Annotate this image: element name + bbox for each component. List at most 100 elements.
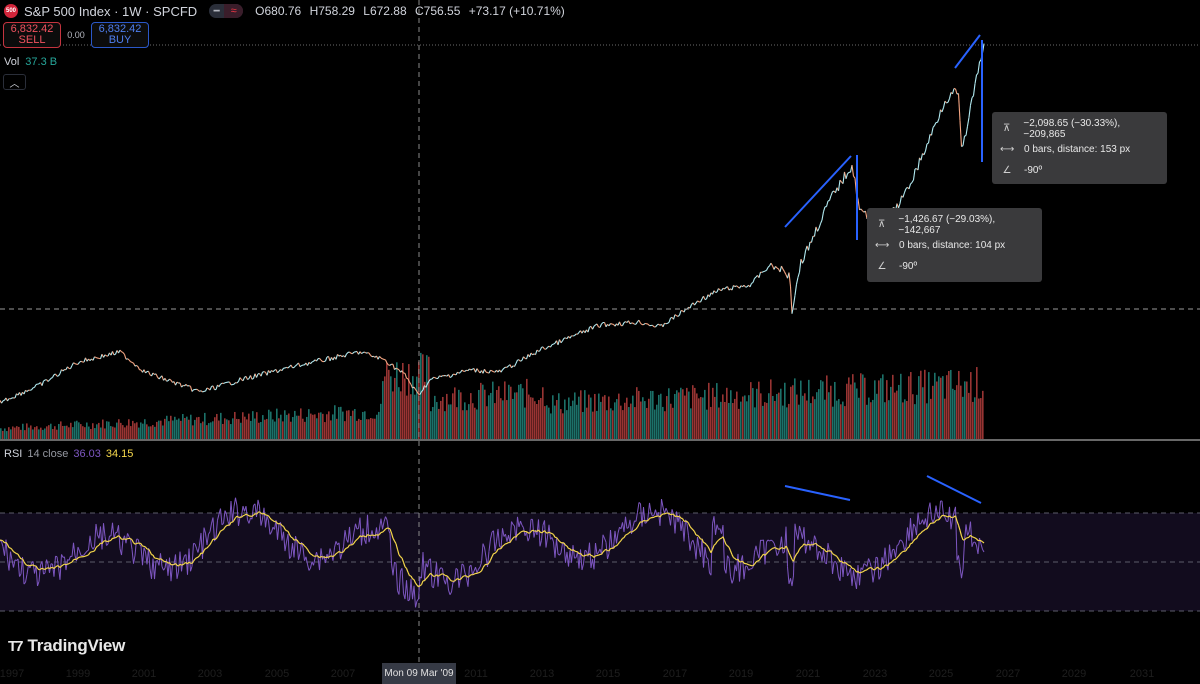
rsi-segment [181, 560, 184, 572]
time-axis[interactable]: 1997 1999 2001 2003 2005 2007 2011 2013 2015 2017… [0, 664, 1200, 684]
volume-bar [668, 388, 670, 439]
rsi-segment [898, 539, 901, 545]
price-segment [961, 145, 964, 148]
price-segment [813, 226, 817, 237]
rsi-segment [362, 528, 365, 540]
price-segment [404, 373, 408, 379]
rsi-segment [517, 516, 520, 528]
rsi-ma-segment [868, 567, 871, 569]
volume-bar [680, 387, 682, 439]
rsi-ma-segment [980, 540, 983, 543]
rsi-segment [932, 518, 935, 523]
volume-bar [338, 407, 340, 439]
rsi-segment [871, 568, 874, 583]
price-segment [926, 142, 929, 145]
price-segment [733, 284, 736, 288]
volume-bar [564, 399, 566, 439]
rsi-segment [344, 530, 347, 540]
rsi-ma-segment [967, 536, 970, 539]
rsi-segment [751, 566, 754, 570]
volume-bar [878, 380, 880, 439]
collapse-legend-button[interactable]: ︿ [3, 74, 26, 90]
volume-bar [276, 408, 278, 439]
volume-bar [612, 410, 614, 439]
rsi-ma-segment [476, 572, 479, 574]
rsi-ma-segment [905, 547, 909, 552]
rsi-ma-segment [100, 542, 103, 545]
rsi-segment [982, 549, 985, 553]
volume-bar [82, 426, 84, 439]
volume-bar [600, 401, 602, 439]
rsi-ma-segment [571, 549, 574, 551]
tradingview-logo[interactable]: T7 TradingView [8, 636, 125, 656]
volume-bar [908, 376, 910, 439]
price-segment [618, 321, 622, 326]
volume-bar [592, 411, 594, 439]
x-tick-label: 2027 [995, 668, 1021, 680]
volume-bar [326, 414, 328, 439]
rsi-ma-segment [430, 572, 433, 576]
rsi-ma-segment [232, 519, 235, 523]
volume-bar [76, 420, 78, 439]
volume-bar [268, 409, 270, 439]
price-segment [67, 366, 70, 369]
volume-bar [554, 405, 556, 439]
buy-button[interactable]: 6,832.42 BUY [91, 22, 149, 48]
volume-bar [922, 387, 924, 439]
volume-bar [932, 385, 934, 439]
rsi-segment [439, 567, 442, 570]
rsi-ma-segment [479, 570, 482, 573]
price-segment [658, 323, 661, 326]
rsi-ma-segment [133, 542, 136, 545]
sell-button[interactable]: 6,832.42 SELL [3, 22, 61, 48]
volume-bar [974, 397, 976, 439]
rsi-segment [313, 558, 316, 566]
rsi-segment [817, 551, 820, 560]
rsi-ma-segment [85, 554, 88, 557]
rsi-ma-segment [449, 579, 452, 582]
volume-bar [150, 426, 152, 439]
rsi-segment [554, 538, 557, 558]
volume-bar [772, 395, 774, 439]
market-status-pill[interactable]: ━ ≈ [209, 4, 244, 18]
rsi-ma-segment [898, 553, 901, 557]
volume-bar [808, 379, 810, 439]
x-tick-label: 2025 [928, 668, 954, 680]
rsi-segment [770, 539, 773, 542]
rsi-segment [35, 565, 38, 586]
rsi-segment [890, 549, 893, 560]
rsi-ma-segment [517, 533, 520, 536]
price-segment [77, 361, 80, 365]
price-segment [422, 385, 426, 391]
rsi-ma-segment [2, 540, 5, 544]
rsi-ma-segment [742, 560, 745, 564]
rsi-segment [671, 509, 674, 515]
rsi-ma-segment [89, 551, 92, 554]
rsi-legend[interactable]: RSI 14 close 36.03 34.15 [4, 448, 133, 460]
volume-bar [118, 419, 120, 439]
symbol-title[interactable]: S&P 500 Index · 1W · SPCFD [24, 3, 198, 19]
rsi-ma-segment [224, 525, 227, 528]
rsi-segment [188, 548, 191, 572]
price-segment [801, 259, 805, 264]
volume-bar [12, 426, 14, 439]
volume-bar [186, 416, 188, 439]
rsi-ma-segment [448, 577, 451, 580]
volume-bar [452, 393, 454, 439]
volume-bar [218, 420, 220, 439]
volume-bar [370, 418, 372, 439]
rsi-ma-segment [583, 554, 586, 557]
price-segment [539, 347, 543, 351]
price-segment [395, 367, 398, 370]
rsi-ma-segment [589, 553, 592, 556]
rsi-ma-segment [184, 561, 187, 565]
price-segment [313, 359, 316, 362]
rsi-ma-segment [484, 563, 487, 566]
volume-bar [158, 420, 160, 439]
price-segment [200, 390, 203, 393]
rsi-ma-segment [636, 523, 640, 528]
rsi-ma-segment [520, 530, 523, 533]
volume-legend[interactable]: Vol 37.3 B [4, 56, 57, 68]
